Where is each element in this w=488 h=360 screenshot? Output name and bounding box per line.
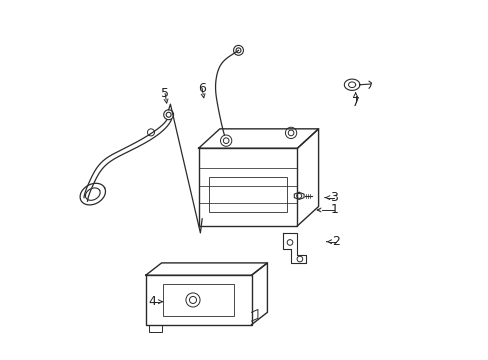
Bar (145, 275, 251, 325)
Text: 3: 3 (330, 191, 338, 204)
Bar (198, 148, 297, 226)
Bar (163, 284, 233, 316)
Text: 7: 7 (351, 96, 359, 109)
Bar (149, 325, 161, 332)
Text: 1: 1 (330, 203, 338, 216)
Text: 2: 2 (332, 235, 340, 248)
Text: 4: 4 (148, 295, 156, 308)
Bar (209, 177, 286, 212)
Text: 6: 6 (198, 82, 205, 95)
Text: 5: 5 (161, 87, 169, 100)
